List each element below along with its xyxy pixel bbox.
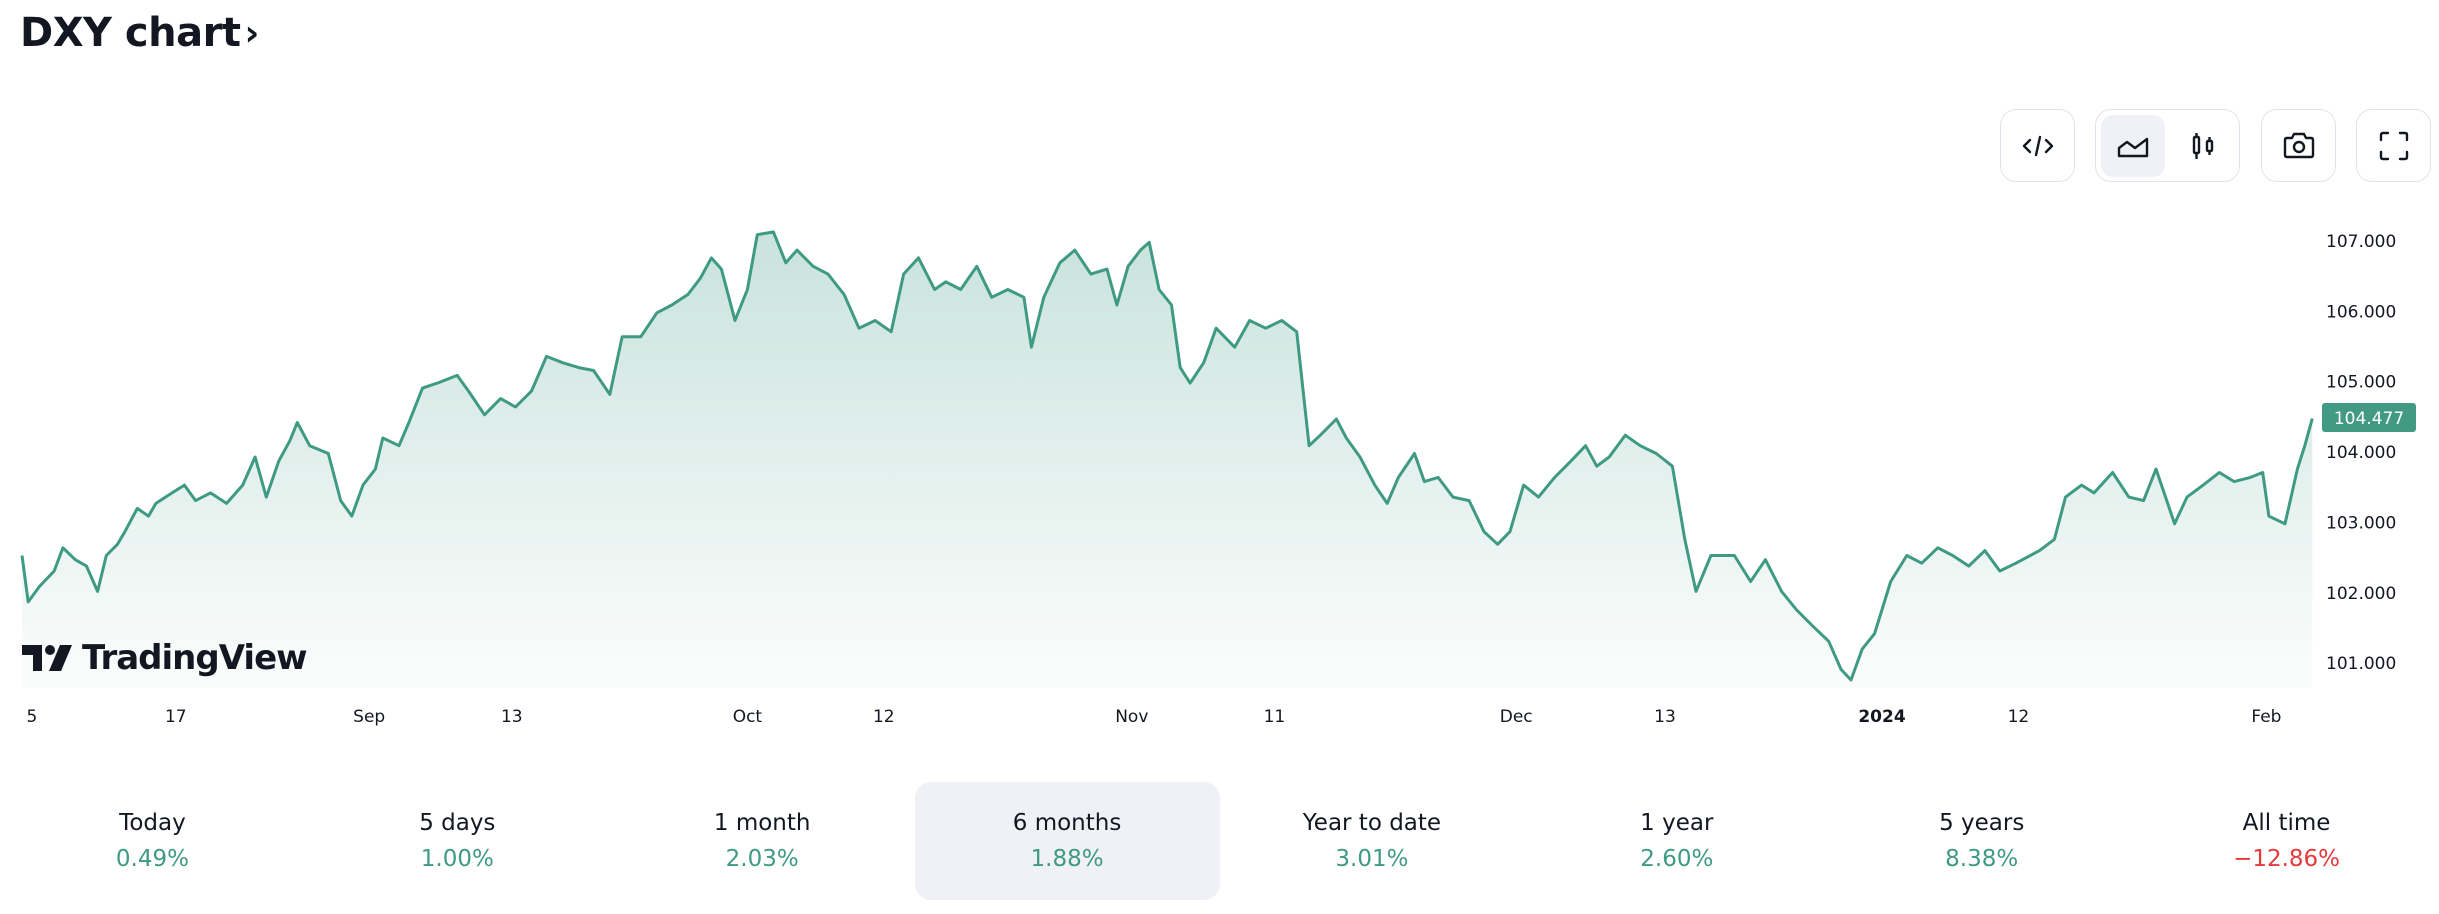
period-tab[interactable]: 5 years 8.38%: [1829, 782, 2134, 900]
fullscreen-button[interactable]: [2356, 109, 2431, 182]
chart-type-switcher: [2095, 109, 2240, 182]
period-change: 2.03%: [725, 846, 799, 872]
x-tick-label: 11: [1264, 707, 1286, 727]
period-label: 5 years: [1939, 810, 2025, 836]
candlestick-icon: [2192, 132, 2213, 159]
period-change: 1.88%: [1030, 846, 1104, 872]
fullscreen-icon: [2379, 131, 2408, 160]
period-tab[interactable]: 5 days 1.00%: [305, 782, 610, 900]
period-change: 0.49%: [115, 846, 189, 872]
screenshot-button[interactable]: [2261, 109, 2336, 182]
period-tab[interactable]: 1 month 2.03%: [610, 782, 915, 900]
embed-code-button[interactable]: [2000, 109, 2075, 182]
candlestick-chart-button[interactable]: [2171, 115, 2235, 177]
watermark-text: TradingView: [82, 638, 308, 678]
period-label: 1 month: [713, 810, 811, 836]
y-tick-label: 105.000: [2326, 373, 2396, 393]
chevron-right-icon: ›: [244, 12, 259, 54]
x-tick-label: 13: [501, 707, 523, 727]
y-tick-label: 102.000: [2326, 584, 2396, 604]
y-tick-label: 106.000: [2326, 302, 2396, 322]
area-chart-icon: [2117, 137, 2148, 157]
period-tab[interactable]: Today 0.49%: [0, 782, 305, 900]
period-tab[interactable]: All time −12.86%: [2134, 782, 2439, 900]
camera-icon: [2283, 132, 2314, 158]
price-chart[interactable]: 107.000 106.000 105.000 104.000 103.000 102.0…: [0, 200, 2439, 740]
tradingview-logo-icon: [22, 645, 72, 671]
period-label: 1 year: [1640, 810, 1714, 836]
x-tick-label: 12: [2008, 707, 2030, 727]
x-tick-label: 17: [165, 707, 187, 727]
area-chart-button[interactable]: [2100, 114, 2165, 177]
period-label: Year to date: [1302, 810, 1442, 836]
period-change: 1.00%: [420, 846, 494, 872]
x-tick-label: Oct: [733, 707, 763, 727]
x-tick-label: Dec: [1500, 707, 1533, 727]
y-tick-label: 103.000: [2326, 513, 2396, 533]
last-price-label: 104.477: [2334, 409, 2404, 429]
period-tabs: Today 0.49% 5 days 1.00% 1 month 2.03% 6 month…: [0, 782, 2439, 900]
y-tick-label: 104.000: [2326, 443, 2396, 463]
period-change: 2.60%: [1640, 846, 1714, 872]
y-tick-label: 107.000: [2326, 232, 2396, 252]
chart-title-link[interactable]: DXY chart ›: [20, 10, 259, 56]
period-change: −12.86%: [2233, 846, 2341, 872]
x-tick-label: 12: [873, 707, 895, 727]
period-tab[interactable]: 6 months 1.88%: [914, 782, 1220, 900]
x-tick-label: Nov: [1115, 707, 1148, 727]
code-embed-icon: [2022, 135, 2053, 156]
x-tick-label: Feb: [2251, 707, 2281, 727]
price-area-fill: [22, 231, 2313, 688]
x-tick-label: 5: [27, 707, 38, 727]
period-label: All time: [2242, 810, 2331, 836]
last-price-badge: 104.477: [2322, 403, 2416, 432]
chart-title: DXY chart: [20, 10, 241, 56]
y-tick-label: 101.000: [2326, 654, 2396, 674]
period-label: 6 months: [1012, 810, 1122, 836]
period-label: Today: [119, 810, 186, 836]
period-tab[interactable]: 1 year 2.60%: [1524, 782, 1829, 900]
period-tab[interactable]: Year to date 3.01%: [1220, 782, 1525, 900]
period-label: 5 days: [419, 810, 496, 836]
price-line: [20, 230, 2314, 682]
x-tick-label: 13: [1654, 707, 1676, 727]
tradingview-watermark: TradingView: [22, 638, 308, 678]
x-tick-label: Sep: [353, 707, 385, 727]
x-tick-label: 2024: [1858, 707, 1905, 727]
period-change: 8.38%: [1945, 846, 2019, 872]
period-change: 3.01%: [1335, 846, 1409, 872]
